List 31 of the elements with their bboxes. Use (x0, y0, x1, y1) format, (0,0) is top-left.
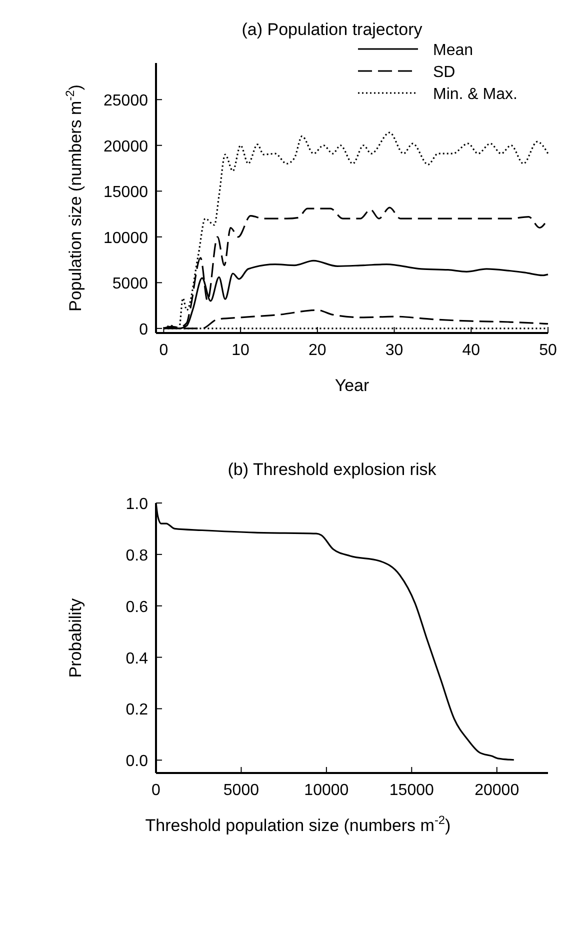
x-tick-label: 20000 (474, 782, 520, 799)
y-tick-label: 0.6 (126, 598, 148, 616)
y-tick-label: 0.2 (126, 702, 148, 719)
y-tick-label: 5000 (112, 276, 148, 293)
y-tick-label: 15000 (104, 184, 148, 202)
x-tick-label: 10 (232, 342, 250, 359)
y-axis-title: Probability (66, 598, 85, 678)
x-tick-label: 0 (159, 342, 168, 359)
x-axis-title: Threshold population size (numbers m$^{-2}$) (145, 813, 451, 835)
x-tick-label: 15000 (389, 782, 434, 799)
x-axis-title: Year (334, 376, 370, 395)
legend-label: SD (433, 64, 456, 81)
chart-title: (b) Threshold explosion risk (228, 460, 437, 479)
legend-label: Min. & Max. (433, 86, 518, 103)
y-tick-label: 0 (139, 321, 148, 338)
y-tick-label: 20000 (104, 138, 148, 156)
y-tick-label: 25000 (104, 92, 148, 110)
y-tick-label: 0.4 (126, 650, 148, 668)
x-tick-label: 20 (308, 342, 326, 359)
x-tick-label: 10000 (304, 782, 349, 799)
y-tick-label: 0.8 (126, 547, 148, 564)
chart-title: (a) Population trajectory (242, 20, 423, 39)
legend-label: Mean (433, 42, 474, 59)
x-tick-label: 30 (385, 342, 404, 359)
x-tick-label: 40 (462, 342, 480, 359)
y-tick-label: 1.0 (126, 496, 148, 513)
y-tick-label: 10000 (104, 230, 148, 247)
x-tick-label: 5000 (223, 782, 260, 799)
y-tick-label: 0.0 (126, 753, 148, 770)
x-tick-label: 50 (539, 342, 557, 359)
x-tick-label: 0 (152, 782, 161, 799)
